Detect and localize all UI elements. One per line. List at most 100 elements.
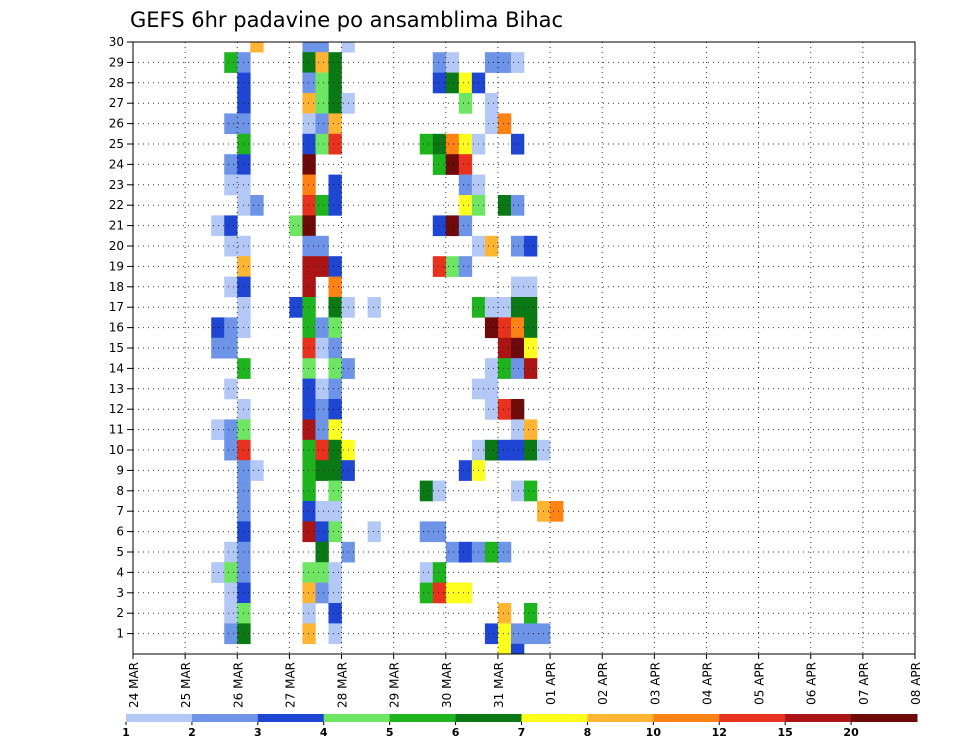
y-tick-label: 19 bbox=[109, 259, 124, 273]
precip-cell bbox=[445, 215, 460, 237]
precip-cell bbox=[315, 439, 329, 461]
precip-cell bbox=[302, 603, 316, 624]
colorbar-swatch bbox=[389, 714, 457, 722]
y-tick-label: 15 bbox=[109, 341, 124, 355]
precip-cell bbox=[328, 419, 342, 441]
precip-cell bbox=[432, 562, 447, 583]
colorbar-label: 4 bbox=[320, 726, 328, 739]
precip-cell bbox=[328, 337, 342, 359]
precip-cell bbox=[497, 317, 512, 339]
precip-cell bbox=[328, 562, 342, 583]
precip-cell bbox=[302, 42, 316, 53]
precip-cell bbox=[224, 215, 238, 237]
colorbar-label: 5 bbox=[386, 726, 394, 739]
precip-cell bbox=[419, 133, 434, 155]
precip-cell bbox=[224, 378, 238, 400]
precip-cell bbox=[458, 174, 473, 196]
precip-cell bbox=[315, 378, 329, 400]
precip-cell bbox=[445, 582, 460, 604]
precip-cell bbox=[458, 195, 473, 216]
precip-cell bbox=[328, 133, 342, 155]
precip-cell bbox=[302, 72, 316, 94]
precip-cell bbox=[315, 521, 329, 543]
y-tick-label: 2 bbox=[116, 606, 124, 620]
precip-cell bbox=[497, 297, 512, 318]
precip-cell bbox=[302, 358, 316, 379]
chart-grid bbox=[133, 41, 915, 654]
precip-cell bbox=[510, 195, 525, 216]
y-tick-label: 13 bbox=[109, 382, 124, 396]
precip-cell bbox=[445, 154, 460, 175]
y-tick-label: 1 bbox=[116, 627, 124, 641]
precip-cell bbox=[315, 113, 329, 135]
precip-cell bbox=[484, 541, 499, 563]
y-tick-label: 11 bbox=[109, 423, 124, 437]
precip-cell bbox=[315, 541, 329, 563]
precip-cell bbox=[224, 541, 238, 563]
precip-cell bbox=[302, 460, 316, 481]
colorbar-swatch bbox=[521, 714, 588, 722]
colorbar-label: 6 bbox=[452, 726, 460, 739]
precip-cell bbox=[510, 399, 525, 420]
precip-cell bbox=[445, 133, 460, 155]
precip-cell bbox=[510, 276, 525, 298]
precip-cell bbox=[445, 52, 460, 73]
precip-cell bbox=[524, 603, 538, 624]
precip-cell bbox=[484, 378, 499, 400]
y-tick-label: 23 bbox=[109, 178, 124, 192]
precip-cell bbox=[432, 215, 447, 237]
precip-cell bbox=[328, 439, 342, 461]
y-tick-label: 3 bbox=[116, 586, 124, 600]
colorbar-label: 15 bbox=[778, 726, 793, 739]
precip-cell bbox=[458, 582, 473, 604]
precip-cell bbox=[224, 562, 238, 583]
y-tick-label: 9 bbox=[116, 463, 124, 477]
colorbar-label: 3 bbox=[254, 726, 262, 739]
precip-cell bbox=[484, 52, 499, 73]
precip-cell bbox=[445, 541, 460, 563]
colorbar-swatch bbox=[257, 714, 325, 722]
precip-cell bbox=[211, 317, 225, 339]
precip-cell bbox=[211, 337, 225, 359]
precip-cell bbox=[524, 480, 538, 502]
colorbar-swatch bbox=[587, 714, 654, 722]
precip-cell bbox=[550, 501, 564, 522]
precip-cell bbox=[458, 256, 473, 277]
precip-cell bbox=[484, 317, 499, 339]
precip-cell bbox=[328, 174, 342, 196]
precip-cell bbox=[250, 42, 264, 53]
precip-cell bbox=[328, 603, 342, 624]
y-tick-label: 17 bbox=[109, 300, 124, 314]
precip-cell bbox=[328, 195, 342, 216]
precip-cell bbox=[315, 235, 329, 257]
precip-cell bbox=[510, 133, 525, 155]
precip-cell bbox=[211, 419, 225, 441]
precip-cell bbox=[302, 521, 316, 543]
precip-cell bbox=[224, 582, 238, 604]
x-tick-label: 25 MAR bbox=[179, 662, 193, 708]
precip-cell bbox=[497, 623, 512, 645]
y-tick-label: 21 bbox=[109, 219, 124, 233]
precip-cell bbox=[484, 439, 499, 461]
precip-cell bbox=[497, 643, 512, 655]
precip-cell bbox=[445, 256, 460, 277]
precip-cell bbox=[497, 52, 512, 73]
precip-cell bbox=[328, 521, 342, 543]
precip-cell bbox=[224, 603, 238, 624]
precip-cell bbox=[328, 582, 342, 604]
precip-cell bbox=[302, 501, 316, 522]
precip-cell bbox=[524, 297, 538, 318]
precip-cell bbox=[302, 623, 316, 645]
precip-cell bbox=[497, 603, 512, 624]
precip-cell bbox=[224, 317, 238, 339]
precip-cell bbox=[497, 541, 512, 563]
precip-cell bbox=[302, 480, 316, 502]
precip-cell bbox=[328, 317, 342, 339]
precip-cell bbox=[328, 93, 342, 114]
precip-cell bbox=[524, 235, 538, 257]
precip-cell bbox=[458, 133, 473, 155]
precip-cell bbox=[315, 501, 329, 522]
precip-cell bbox=[524, 276, 538, 298]
precip-cell bbox=[315, 72, 329, 94]
